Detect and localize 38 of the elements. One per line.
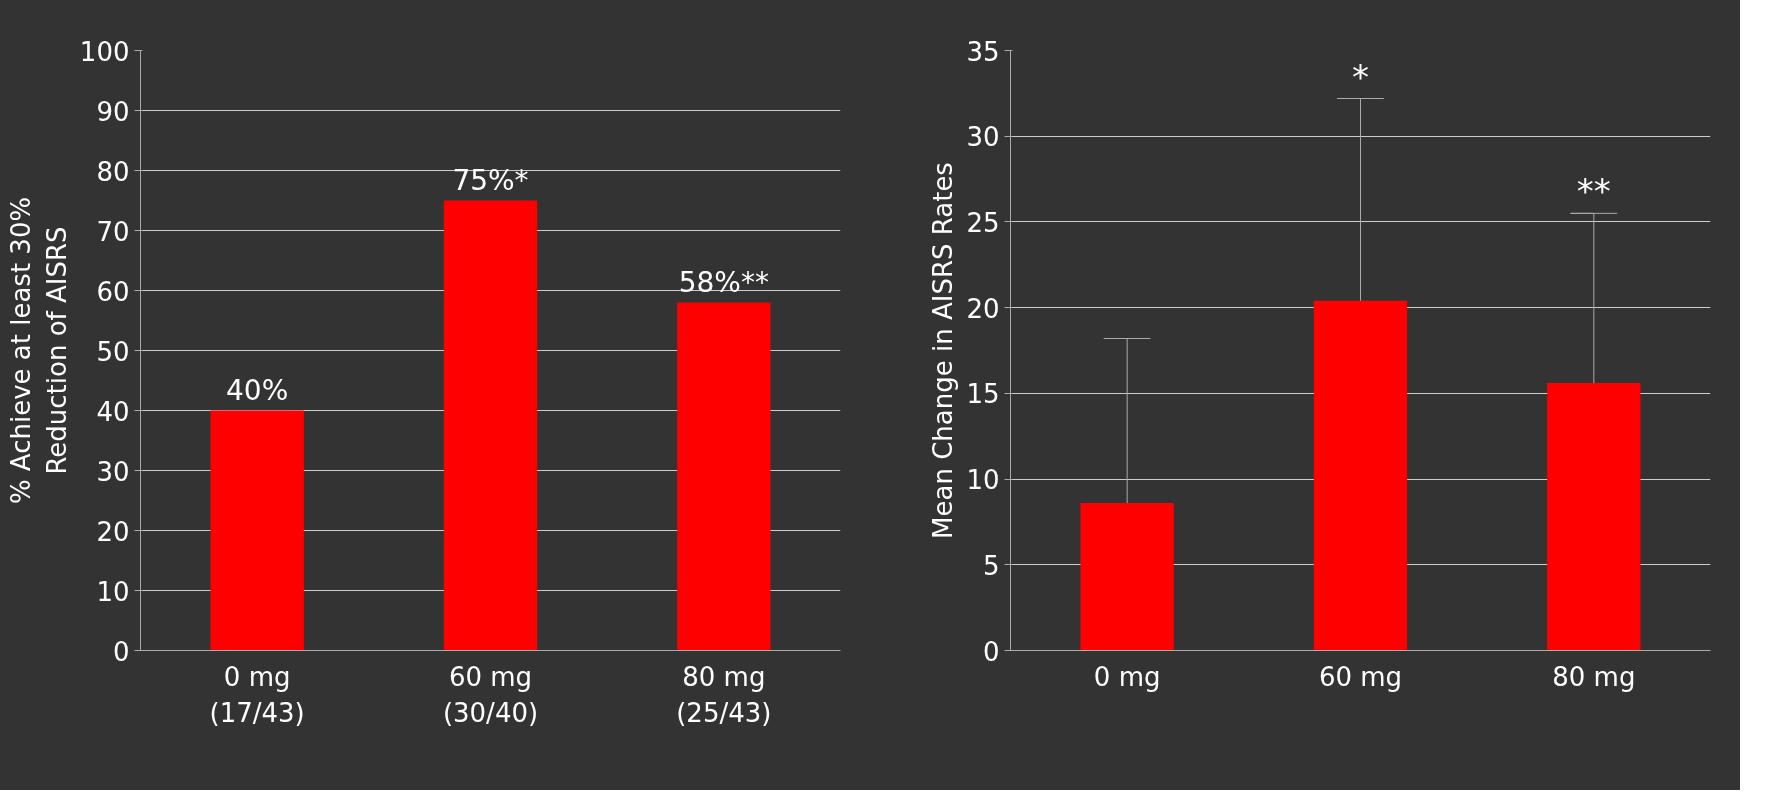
bar <box>1080 503 1174 651</box>
y-tick-label: 40 <box>96 396 130 427</box>
y-tick-label: 25 <box>966 207 1000 238</box>
y-tick-label: 35 <box>966 36 1000 67</box>
y-tick-label: 10 <box>966 465 1000 496</box>
y-tick-label: 30 <box>96 456 130 487</box>
y-tick-label: 0 <box>982 636 1000 667</box>
x-tick-label: 0 mg <box>1093 661 1161 692</box>
y-tick-label: 90 <box>96 96 130 127</box>
y-tick-label: 70 <box>96 216 130 247</box>
y-tick-label: 10 <box>96 576 130 607</box>
y-tick-label: 15 <box>966 379 1000 410</box>
y-tick-label: 5 <box>982 550 1000 581</box>
y-axis-title: Mean Change in AISRS Rates <box>928 162 959 539</box>
x-tick-label: 0 mg (17/43) <box>209 661 305 728</box>
x-tick-label: 80 mg (25/43) <box>676 661 772 728</box>
x-tick-label: 60 mg <box>1318 661 1403 692</box>
bar <box>677 302 771 651</box>
y-tick-label: 20 <box>966 293 1000 324</box>
data-label: 40% <box>226 373 289 407</box>
y-tick-label: 80 <box>96 156 130 187</box>
y-tick-label: 20 <box>96 516 130 547</box>
y-tick-label: 30 <box>966 122 1000 153</box>
y-axis-title: % Achieve at least 30% Reduction of AISRS <box>5 196 72 505</box>
bar <box>210 410 304 651</box>
data-label: 58%** <box>678 265 769 299</box>
y-tick-label: 0 <box>112 636 130 667</box>
y-tick-label: 60 <box>96 276 130 307</box>
data-label: 75%* <box>452 163 529 197</box>
y-tick-label: 100 <box>79 36 130 67</box>
bar <box>443 200 538 651</box>
y-tick-label: 50 <box>96 336 130 367</box>
annotation: * <box>1352 56 1369 97</box>
bar <box>1547 383 1641 651</box>
x-tick-label: 60 mg (30/40) <box>442 661 539 728</box>
annotation: ** <box>1576 171 1611 212</box>
bar <box>1313 300 1408 651</box>
x-tick-label: 80 mg <box>1552 661 1636 692</box>
